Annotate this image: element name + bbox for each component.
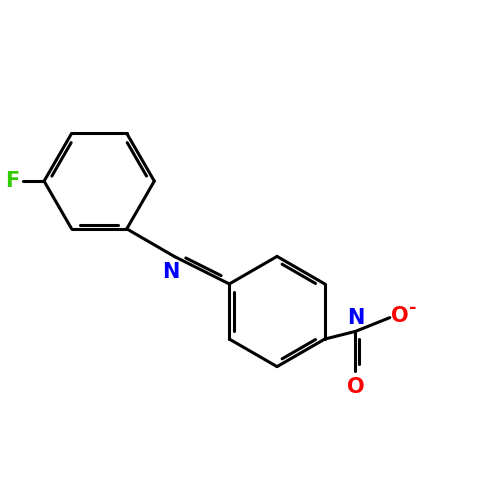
Text: O: O [392,306,409,326]
Text: F: F [6,171,20,191]
Text: -: - [409,300,416,318]
Text: N: N [162,262,179,282]
Text: O: O [346,378,364,398]
Text: N: N [348,308,365,328]
